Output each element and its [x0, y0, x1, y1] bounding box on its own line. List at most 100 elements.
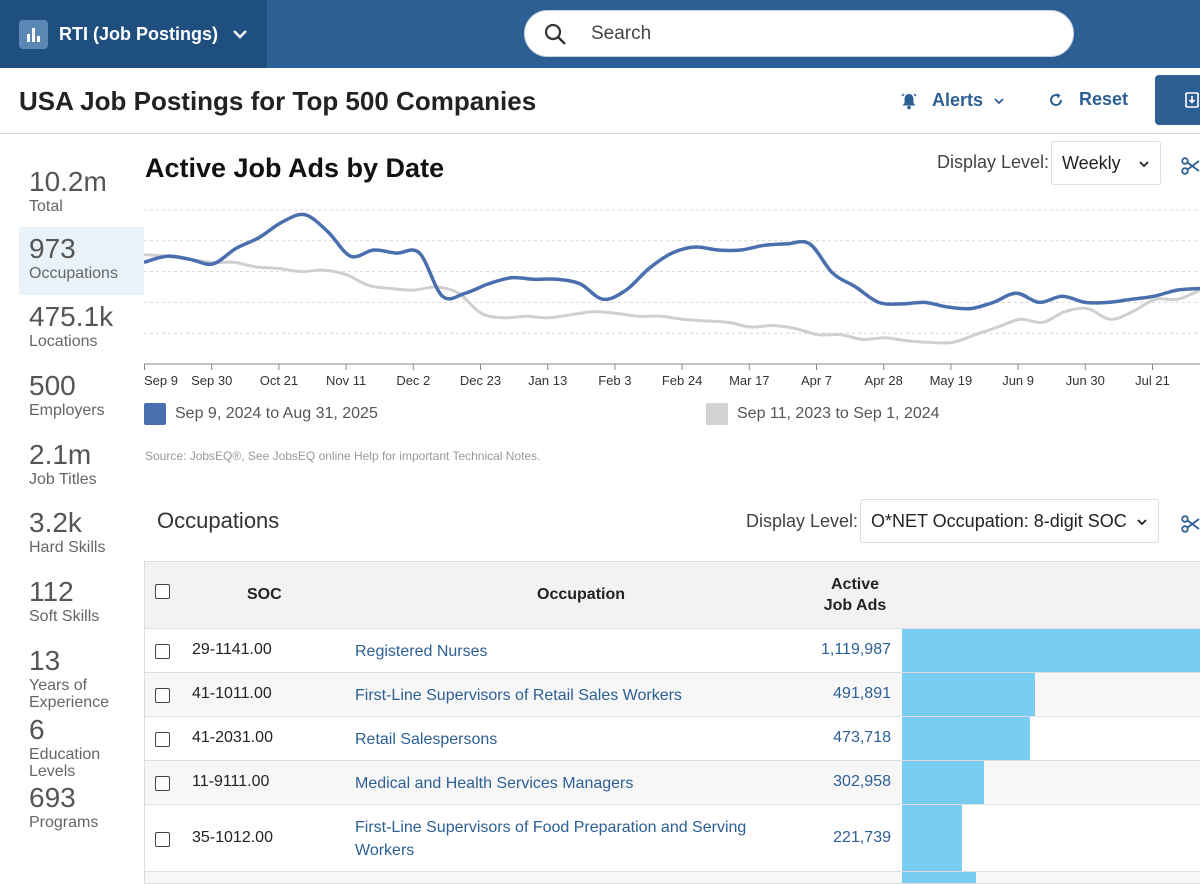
download-icon	[1185, 92, 1199, 108]
table-row[interactable]: 29-1141.00 Registered Nurses 1,119,987	[145, 629, 1200, 673]
x-tick-label: Oct 21	[260, 373, 298, 388]
page-title: USA Job Postings for Top 500 Companies	[19, 86, 537, 116]
page-header: USA Job Postings for Top 500 Companies A…	[0, 68, 1200, 134]
refresh-icon	[1050, 92, 1063, 106]
stat-label: Total	[29, 198, 63, 215]
app-switcher[interactable]: RTI (Job Postings)	[0, 0, 267, 68]
stat-value: 2.1m	[29, 438, 92, 470]
active-job-ads-value[interactable]: 1,119,987	[821, 641, 891, 658]
stat-years-experience[interactable]: 13 Years of Experience	[19, 639, 144, 711]
partial-bar	[902, 872, 976, 883]
x-tick-label: Apr 7	[801, 373, 832, 388]
scissors-icon[interactable]	[1181, 514, 1200, 534]
display-level-label: Display Level:	[937, 152, 1050, 172]
stat-value: 693	[29, 782, 76, 814]
stat-hard-skills[interactable]: 3.2k Hard Skills	[19, 501, 144, 570]
alerts-label: Alerts	[932, 90, 984, 110]
stat-value: 973	[29, 232, 76, 264]
stat-occupations[interactable]: 973 Occupations	[19, 226, 144, 296]
stat-value: 10.2m	[29, 166, 107, 197]
chart-title: Active Job Ads by Date	[145, 153, 445, 183]
series-line-previous[interactable]	[144, 253, 1200, 345]
active-job-ads-value[interactable]: 491,891	[833, 685, 891, 702]
alerts-button[interactable]: Alerts	[900, 90, 1005, 111]
stat-label: Hard Skills	[29, 539, 106, 557]
export-button[interactable]	[1155, 75, 1200, 125]
table-row[interactable]	[145, 872, 1200, 883]
occupation-link[interactable]: Medical and Health Services Managers	[355, 775, 634, 792]
select-value: O*NET Occupation: 8-digit SOC	[871, 510, 1127, 531]
active-job-ads-value[interactable]: 473,718	[833, 729, 891, 746]
stat-label: Employers	[29, 402, 105, 420]
column-active-line1: Active	[830, 576, 880, 593]
occupations-title: Occupations	[157, 508, 280, 533]
reset-button[interactable]: Reset	[1047, 89, 1128, 110]
x-tick-label: Nov 11	[326, 373, 366, 388]
legend-item-current[interactable]: Sep 9, 2024 to Aug 31, 2025	[144, 403, 378, 425]
job-ads-bar	[902, 805, 962, 871]
active-job-ads-value[interactable]: 221,739	[833, 828, 891, 846]
x-tick-label: Jul 21	[1135, 373, 1170, 388]
column-active-line2: Job Ads	[823, 597, 887, 614]
app-name: RTI (Job Postings)	[59, 23, 218, 44]
x-tick-label: Apr 28	[865, 373, 903, 388]
stat-total[interactable]: 10.2m Total	[19, 158, 144, 227]
x-tick-label: Dec 2	[396, 373, 430, 388]
column-occupation[interactable]: Occupation	[537, 586, 626, 603]
x-tick-label: Dec 23	[460, 373, 501, 388]
table-row[interactable]: 11-9111.00 Medical and Health Services Ma…	[145, 761, 1200, 805]
reset-label: Reset	[1079, 89, 1129, 109]
legend-item-previous[interactable]: Sep 11, 2023 to Sep 1, 2024	[706, 403, 940, 425]
chevron-down-icon	[1137, 519, 1147, 526]
table-row[interactable]: 41-2031.00 Retail Salespersons 473,718	[145, 717, 1200, 761]
active-job-ads-value[interactable]: 302,958	[833, 773, 891, 790]
search-box[interactable]	[524, 10, 1074, 57]
stat-value: 3.2k	[29, 507, 82, 539]
legend-swatch	[706, 403, 728, 425]
search-icon	[544, 23, 566, 45]
row-checkbox[interactable]	[155, 644, 170, 659]
search-input[interactable]	[591, 22, 1031, 45]
x-tick-label: Feb 24	[662, 373, 702, 388]
soc-code: 35-1012.00	[192, 828, 273, 846]
row-checkbox[interactable]	[155, 732, 170, 747]
table-body: 29-1141.00 Registered Nurses 1,119,987 41-1…	[145, 629, 1200, 872]
occupation-link[interactable]: Registered Nurses	[355, 643, 488, 660]
table-row[interactable]: 35-1012.00 First-Line Supervisors of Food…	[145, 805, 1200, 872]
occupation-link[interactable]: Retail Salespersons	[355, 731, 498, 748]
legend-swatch	[144, 403, 166, 425]
stat-programs[interactable]: 693 Programs	[19, 776, 144, 845]
chart-display-level-select[interactable]: Weekly	[1051, 141, 1161, 185]
row-checkbox[interactable]	[155, 688, 170, 703]
display-level-label: Display Level:	[746, 511, 859, 531]
job-ads-bar	[902, 761, 984, 804]
x-tick-label: Mar 17	[729, 373, 769, 388]
column-active-job-ads[interactable]: Active Job Ads	[805, 574, 905, 616]
stat-education-levels[interactable]: 6 Education Levels	[19, 708, 144, 780]
stat-value: 6	[29, 713, 45, 745]
stat-locations[interactable]: 475.1k Locations	[19, 295, 144, 364]
stat-job-titles[interactable]: 2.1m Job Titles	[19, 433, 144, 502]
occupation-link[interactable]: First-Line Supervisors of Retail Sales W…	[355, 687, 682, 704]
chevron-down-icon	[233, 30, 247, 39]
row-checkbox[interactable]	[155, 776, 170, 791]
occupation-link[interactable]: First-Line Supervisors of Food Preparati…	[355, 818, 747, 859]
row-checkbox[interactable]	[155, 831, 170, 847]
select-all-checkbox[interactable]	[155, 584, 170, 599]
stat-soft-skills[interactable]: 112 Soft Skills	[19, 570, 144, 639]
stat-label: Programs	[29, 814, 99, 832]
stat-value: 13	[29, 644, 61, 676]
x-tick-label: Feb 3	[598, 373, 631, 388]
column-soc[interactable]: SOC	[247, 586, 282, 603]
series-line-current[interactable]	[144, 212, 1200, 311]
scissors-icon[interactable]	[1181, 156, 1200, 176]
soc-code: 41-2031.00	[192, 729, 273, 746]
occupation-display-level-select[interactable]: O*NET Occupation: 8-digit SOC	[860, 499, 1159, 543]
stat-value: 500	[29, 370, 76, 402]
x-tick-label: Sep 9	[144, 373, 178, 388]
table-row[interactable]: 41-1011.00 First-Line Supervisors of Reta…	[145, 673, 1200, 717]
soc-code: 41-1011.00	[192, 685, 272, 702]
x-tick-label: Jun 9	[1002, 373, 1034, 388]
soc-code: 29-1141.00	[192, 641, 272, 658]
stat-employers[interactable]: 500 Employers	[19, 364, 144, 433]
